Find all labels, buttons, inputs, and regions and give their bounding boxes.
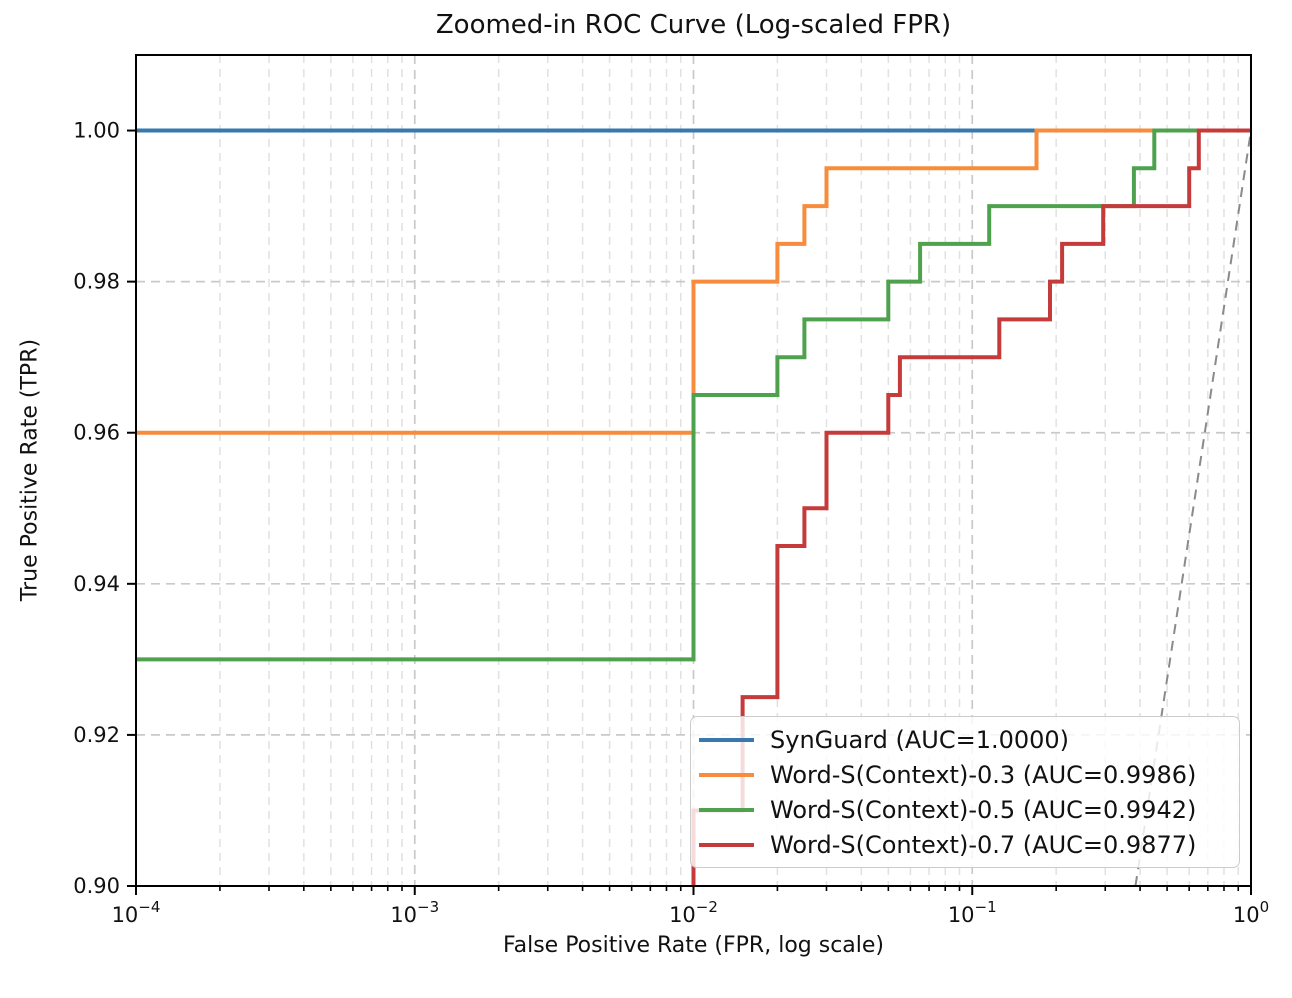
legend-item-word-s-context-0.7: Word-S(Context)-0.7 (AUC=0.9877) <box>699 831 1239 859</box>
y-tick-label: 0.96 <box>73 421 120 445</box>
y-tick-label: 0.94 <box>73 572 120 596</box>
legend-item-synguard: SynGuard (AUC=1.0000) <box>699 726 1239 754</box>
x-tick-label: 10−2 <box>669 898 718 927</box>
legend-label: Word-S(Context)-0.3 (AUC=0.9986) <box>770 760 1197 789</box>
y-tick-label: 1.00 <box>73 119 120 143</box>
chart-title: Zoomed-in ROC Curve (Log-scaled FPR) <box>435 10 952 40</box>
legend-label: SynGuard (AUC=1.0000) <box>770 725 1070 754</box>
legend: SynGuard (AUC=1.0000) Word-S(Context)-0.… <box>690 716 1240 868</box>
series-line-word-s-context-0.3 <box>136 128 1251 435</box>
x-axis-label: False Positive Rate (FPR, log scale) <box>502 933 885 958</box>
legend-line-synguard-icon <box>699 737 754 742</box>
y-tick-label: 0.98 <box>73 270 120 294</box>
series-line-word-s-context-0.5 <box>136 128 1251 662</box>
x-tick-label: 100 <box>1233 898 1269 927</box>
y-tick-label: 0.92 <box>73 723 120 747</box>
series-line-word-s-context-0.7 <box>691 128 1251 886</box>
legend-item-word-s-context-0.3: Word-S(Context)-0.3 (AUC=0.9986) <box>699 761 1239 789</box>
x-tick-label: 10−3 <box>390 898 439 927</box>
legend-item-word-s-context-0.5: Word-S(Context)-0.5 (AUC=0.9942) <box>699 796 1239 824</box>
legend-label: Word-S(Context)-0.7 (AUC=0.9877) <box>770 830 1197 859</box>
legend-line-word-s-0.7-icon <box>699 842 754 847</box>
x-tick-label: 10−1 <box>948 898 997 927</box>
y-tick-label: 0.90 <box>73 874 120 898</box>
x-tick-label: 10−4 <box>112 898 161 927</box>
legend-label: Word-S(Context)-0.5 (AUC=0.9942) <box>770 795 1197 824</box>
legend-line-word-s-0.5-icon <box>699 807 754 812</box>
y-axis-label: True Positive Rate (TPR) <box>17 338 43 602</box>
legend-line-word-s-0.3-icon <box>699 772 754 777</box>
